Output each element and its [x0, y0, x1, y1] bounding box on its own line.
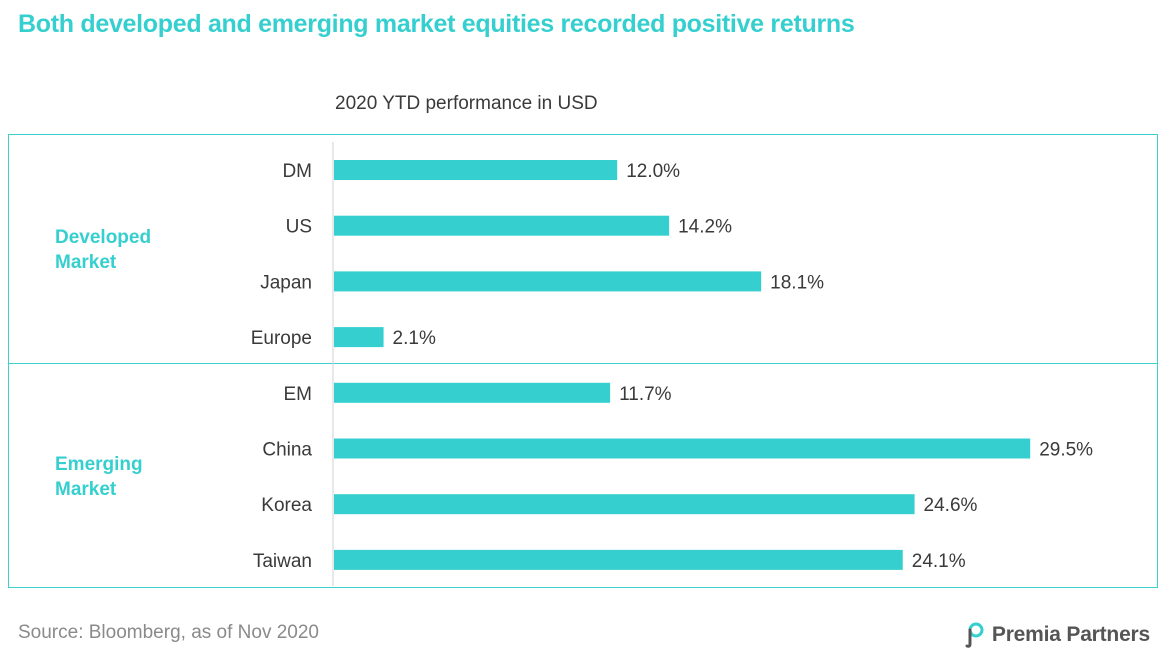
chart-title: 2020 YTD performance in USD: [335, 93, 598, 114]
category-label-japan: Japan: [260, 272, 312, 293]
category-label-dm: DM: [282, 161, 312, 182]
category-label-europe: Europe: [251, 328, 312, 349]
source-note: Source: Bloomberg, as of Nov 2020: [18, 622, 320, 643]
value-label-china: 29.5%: [1039, 440, 1093, 461]
bar-taiwan: [334, 549, 903, 570]
value-label-taiwan: 24.1%: [912, 551, 966, 572]
emerging-market-panel: [8, 363, 1158, 588]
category-label-taiwan: Taiwan: [253, 551, 312, 572]
bar-china: [334, 438, 1031, 459]
bar-europe: [334, 327, 384, 348]
value-label-us: 14.2%: [678, 217, 732, 238]
group-label-developed: Developed Market: [55, 227, 152, 273]
brand-name: Premia Partners: [991, 623, 1150, 646]
category-label-us: US: [286, 217, 312, 238]
value-label-em: 11.7%: [619, 384, 672, 405]
premia-logo-icon: [965, 622, 984, 648]
value-label-korea: 24.6%: [924, 495, 978, 516]
bar-dm: [334, 160, 618, 180]
bar-korea: [334, 494, 915, 515]
bar-em: [334, 382, 611, 403]
category-label-korea: Korea: [261, 495, 312, 516]
value-label-europe: 2.1%: [393, 328, 436, 349]
bar-us: [334, 215, 670, 236]
value-label-japan: 18.1%: [770, 272, 824, 293]
value-label-dm: 12.0%: [626, 161, 680, 182]
chart-headline: Both developed and emerging market equit…: [18, 10, 855, 38]
bar-japan: [334, 271, 762, 292]
group-label-emerging: Emerging Market: [55, 454, 143, 500]
category-label-em: EM: [284, 384, 313, 405]
brand-logo: Premia Partners: [962, 622, 1150, 648]
category-label-china: China: [262, 440, 312, 461]
